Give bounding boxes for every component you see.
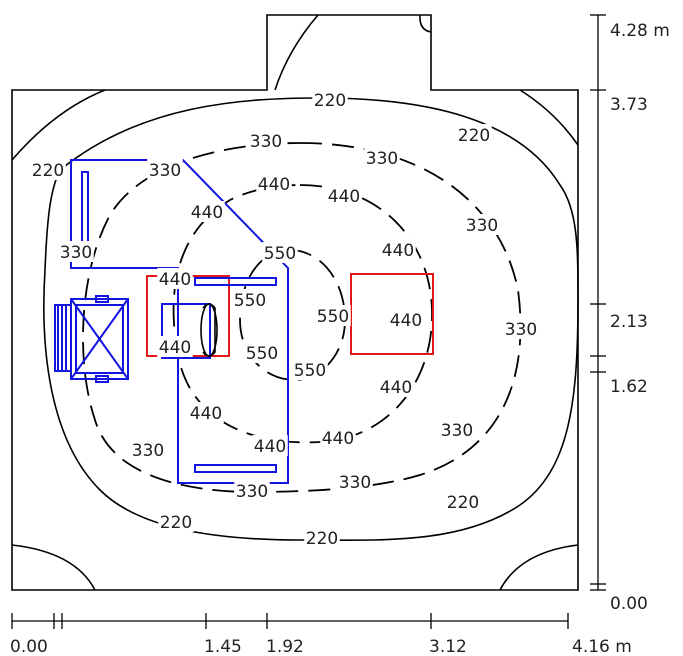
furniture-shelf-top: [194, 277, 277, 286]
y-tick-2: 2.13: [610, 312, 648, 332]
contour-label-330: 330: [60, 243, 92, 263]
contour-label-bg: [252, 435, 288, 456]
corner-curve-top-left: [11, 89, 106, 161]
contour-label-bg: [315, 305, 351, 326]
contour-label-bg: [364, 147, 400, 168]
contour-label-330: 330: [132, 441, 164, 461]
dimension-x: 0.00 1.45 1.92 3.12 4.16 m: [10, 613, 632, 656]
contour-label-440: 440: [159, 338, 191, 358]
furniture-cabinet: [54, 295, 129, 383]
contour-label-bg: [248, 130, 284, 151]
contour-label-440: 440: [159, 270, 191, 290]
contour-label-bg: [439, 419, 475, 440]
contour-label-220: 220: [314, 91, 346, 111]
contour-label-bg: [320, 427, 356, 448]
y-tick-3: 1.62: [610, 377, 648, 397]
contour-label-440: 440: [382, 241, 414, 261]
contour-label-330: 330: [236, 482, 268, 502]
contour-label-330: 330: [250, 132, 282, 152]
contour-label-bg: [378, 376, 414, 397]
contour-label-330: 330: [339, 473, 371, 493]
y-tick-0: 4.28 m: [610, 21, 670, 41]
alcove-curve-right: [419, 14, 432, 33]
contour-label-bg: [244, 342, 280, 363]
contour-label-220: 220: [32, 161, 64, 181]
contour-label-bg: [188, 402, 224, 423]
y-tick-1: 3.73: [610, 95, 648, 115]
contour-label-330: 330: [505, 320, 537, 340]
contour-label-bg: [503, 318, 539, 339]
x-tick-1: 1.45: [204, 637, 242, 656]
contour-label-bg: [337, 471, 373, 492]
contour-label-bg: [58, 241, 94, 262]
contour-label-bg: [304, 527, 340, 548]
contour-label-220: 220: [160, 513, 192, 533]
contour-label-330: 330: [149, 161, 181, 181]
contour-label-bg: [326, 185, 362, 206]
contour-label-bg: [292, 359, 328, 380]
contour-label-440: 440: [258, 175, 290, 195]
contour-label-440: 440: [380, 378, 412, 398]
contour-label-330: 330: [466, 216, 498, 236]
x-tick-3: 3.12: [429, 637, 467, 656]
contour-label-440: 440: [322, 429, 354, 449]
contour-label-bg: [30, 159, 66, 180]
contour-label-330: 330: [366, 149, 398, 169]
alcove-curve-left: [274, 14, 319, 91]
contour-label-bg: [312, 89, 348, 110]
contour-label-bg: [464, 214, 500, 235]
contour-label-220: 220: [306, 529, 338, 549]
contour-label-bg: [388, 309, 424, 330]
contour-label-bg: [256, 173, 292, 194]
contour-label-550: 550: [246, 344, 278, 364]
luminaire-right: [350, 273, 434, 355]
contour-label-440: 440: [191, 203, 223, 223]
contour-label-440: 440: [254, 437, 286, 457]
contour-label-bg: [232, 289, 268, 310]
isoline-220: [43, 97, 579, 541]
room-outline: [11, 14, 579, 591]
contour-label-bg: [157, 336, 193, 357]
contour-label-bg: [445, 491, 481, 512]
contour-label-220: 220: [458, 126, 490, 146]
corner-curve-bottom-left: [11, 544, 96, 591]
dimension-y: 4.28 m 3.73 2.13 1.62 0.00: [590, 14, 670, 614]
x-tick-2: 1.92: [266, 637, 304, 656]
contour-labels: 220 220 220 220 220 220 330 330 330 330 330 330 330 3…: [30, 89, 539, 549]
x-tick-0: 0.00: [10, 637, 48, 656]
contour-label-bg: [158, 511, 194, 532]
contour-label-440: 440: [190, 404, 222, 424]
contour-label-550: 550: [317, 307, 349, 327]
contour-label-bg: [380, 239, 416, 260]
contour-label-bg: [157, 268, 193, 289]
contour-label-bg: [130, 439, 166, 460]
contour-label-bg: [147, 159, 183, 180]
contour-label-bg: [234, 480, 270, 501]
contour-label-330: 330: [441, 421, 473, 441]
contour-label-bg: [262, 242, 298, 263]
furniture-l-shaped-desk: [70, 159, 289, 484]
contour-label-550: 550: [234, 291, 266, 311]
contour-label-440: 440: [328, 187, 360, 207]
contour-label-440: 440: [390, 311, 422, 331]
furniture-shelf-bottom: [194, 464, 277, 473]
corner-curve-top-right: [519, 89, 579, 146]
x-tick-4: 4.16 m: [572, 637, 632, 656]
contour-label-550: 550: [294, 361, 326, 381]
furniture-monitor-box: [161, 303, 211, 359]
corner-curve-bottom-right: [499, 544, 579, 591]
contour-label-bg: [456, 124, 492, 145]
contour-label-bg: [189, 201, 225, 222]
furniture-chair-inner: [202, 303, 216, 357]
contour-label-220: 220: [447, 493, 479, 513]
contour-label-550: 550: [264, 244, 296, 264]
y-tick-4: 0.00: [610, 594, 648, 614]
